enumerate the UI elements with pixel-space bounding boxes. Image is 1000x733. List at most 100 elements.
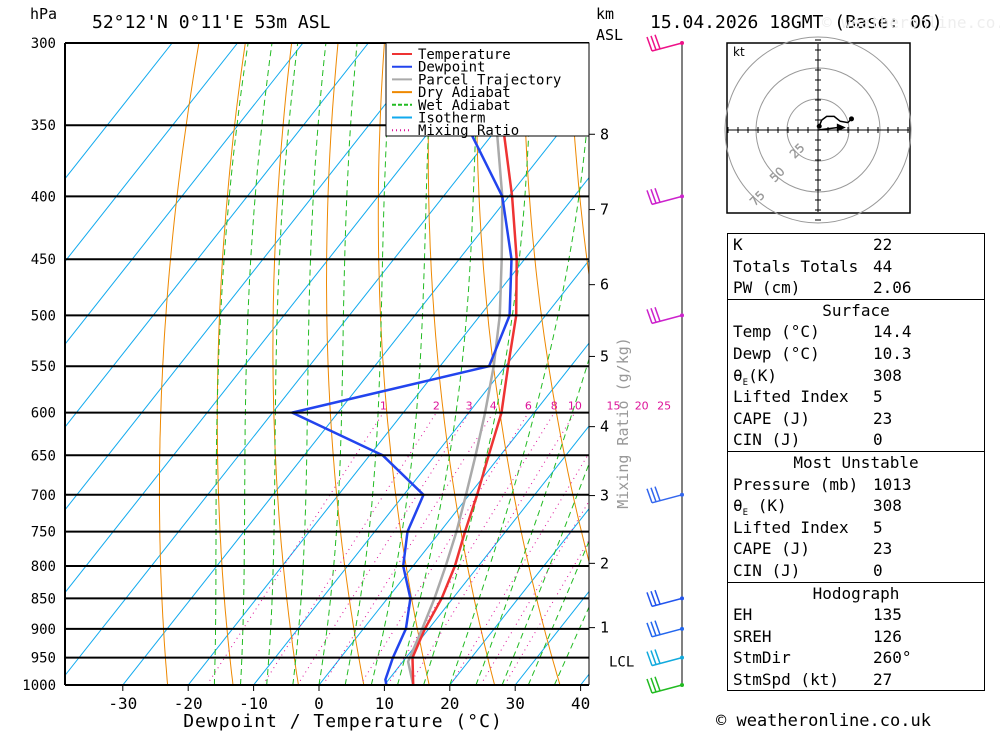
wind-barb-feather [646, 488, 653, 504]
legend-label: Parcel Trajectory [418, 72, 561, 88]
pressure-label: 800 [31, 559, 56, 575]
theta-subscript: E [742, 377, 749, 388]
index-row: Pressure (mb) 1013 [728, 474, 984, 496]
dry-adiabat [158, 43, 200, 685]
wind-barb-feather [654, 34, 661, 50]
wind-barb-feather [650, 621, 657, 636]
mixing-ratio-label: 1 [380, 400, 387, 413]
index-label: StmSpd (kt) [733, 669, 839, 689]
theta-unit: (K) [748, 365, 777, 385]
index-row: EH 135 [728, 604, 984, 626]
wind-barb-feather [650, 590, 657, 606]
temperature-axis: -30 -20 -10 0 10 20 30 40 Dewpoint / Temperature… [108, 685, 590, 732]
mixing-ratio-label: 4 [490, 400, 497, 413]
mixing-ratio-label: 15 [607, 400, 621, 413]
hodograph-trace [818, 115, 853, 127]
wind-barb-shaft [651, 195, 683, 206]
index-row: Lifted Index 5 [728, 386, 984, 408]
hpa-unit-label: hPa [30, 5, 57, 23]
theta-symbol: θ [733, 496, 743, 516]
index-label: Lifted Index [733, 517, 849, 537]
index-value: 135 [873, 605, 902, 625]
legend-label: Dry Adiabat [418, 85, 511, 101]
pressure-label: 700 [31, 488, 56, 504]
most-unstable-title: Most Unstable [793, 452, 919, 472]
mixing-ratio-label: 25 [657, 400, 671, 413]
wet-adiabat [344, 43, 393, 685]
isotherm [449, 507, 589, 685]
mixing-ratio-axis-label: Mixing Ratio (g/kg) [614, 337, 632, 509]
wind-barb [646, 620, 684, 638]
km-label: 8 [600, 125, 609, 143]
wind-barb-shaft [651, 597, 683, 608]
wind-barb-shaft [651, 628, 683, 638]
index-value: 0 [873, 560, 883, 580]
wind-barb-feather [646, 190, 653, 205]
index-row: CIN (J) 0 [728, 429, 984, 451]
wind-barb [646, 34, 684, 52]
x-tick-label: -10 [239, 694, 268, 713]
pressure-label: 750 [31, 525, 56, 541]
isotherm [65, 43, 435, 511]
x-tick-label: 20 [440, 694, 459, 713]
wind-barb-shaft [651, 314, 683, 325]
index-value: 0 [873, 430, 883, 450]
index-row: Dewp (°C) 10.3 [728, 343, 984, 365]
pressure-label: 400 [31, 189, 56, 205]
pressure-label: 950 [31, 651, 56, 667]
mixing-ratio-line [262, 412, 437, 685]
theta-e-label: θE (K) [733, 495, 787, 525]
wet-adiabat [553, 605, 589, 685]
wind-barb-feather [654, 649, 661, 664]
header: hPa 52°12'N 0°11'E 53m ASL km ASL 15.04.2026… [30, 5, 1000, 731]
wind-barb-feather [654, 306, 661, 322]
wind-barb-feather [650, 308, 657, 323]
x-tick-label: 0 [314, 694, 324, 713]
index-value: 14.4 [873, 322, 912, 342]
wet-adiabat [423, 43, 534, 685]
mixing-ratio-line [297, 412, 470, 685]
pressure-label: 350 [31, 118, 56, 134]
wind-barb-feather [646, 36, 653, 52]
index-label: CAPE (J) [733, 539, 811, 559]
legend-label: Wet Adiabat [418, 98, 511, 114]
index-value: 126 [873, 626, 902, 646]
x-tick-label: 10 [375, 694, 394, 713]
wind-barb-feather [650, 487, 657, 502]
wet-adiabat [527, 540, 589, 685]
index-row: CIN (J) 0 [728, 560, 984, 582]
mixing-ratio-label: 8 [551, 400, 558, 413]
index-row: StmSpd (kt) 27 [728, 669, 984, 691]
dry-adiabat [377, 43, 430, 685]
mixing-ratio-label: 20 [635, 400, 649, 413]
datetime-label: 15.04.2026 18GMT (Base: 06) [650, 12, 943, 33]
index-value: 5 [873, 387, 883, 407]
asl-unit-label: ASL [596, 26, 623, 44]
legend-label: Mixing Ratio [418, 123, 519, 139]
index-row: Lifted Index 5 [728, 517, 984, 539]
wind-barb-feather [650, 650, 657, 665]
theta-symbol: θ [733, 365, 743, 385]
km-axis: 1 2 3 4 5 6 7 8 LCL Mixing Ratio (g/kg) [589, 125, 634, 671]
dry-adiabat [272, 43, 299, 685]
index-row: CAPE (J) 23 [728, 538, 984, 560]
wind-barb-shaft [651, 684, 683, 694]
storm-motion-arrowhead [836, 123, 846, 132]
index-label: Temp (°C) [733, 322, 820, 342]
wind-barb-feather [654, 676, 661, 692]
wet-adiabat [501, 462, 589, 685]
index-value: 27 [873, 669, 893, 689]
wind-barb [646, 589, 684, 608]
wet-adiabat [292, 43, 327, 685]
plot-frame [64, 43, 590, 686]
index-label: Pressure (mb) [733, 474, 859, 494]
km-label: 6 [600, 276, 609, 294]
hodograph-end-dot [848, 116, 854, 122]
index-value: 22 [873, 235, 893, 254]
index-label: Lifted Index [733, 387, 849, 407]
index-label: Dewp (°C) [733, 343, 820, 363]
wind-barb [646, 486, 684, 504]
index-value: 2.06 [873, 278, 912, 298]
hodograph-unit-label: kt [733, 45, 745, 59]
